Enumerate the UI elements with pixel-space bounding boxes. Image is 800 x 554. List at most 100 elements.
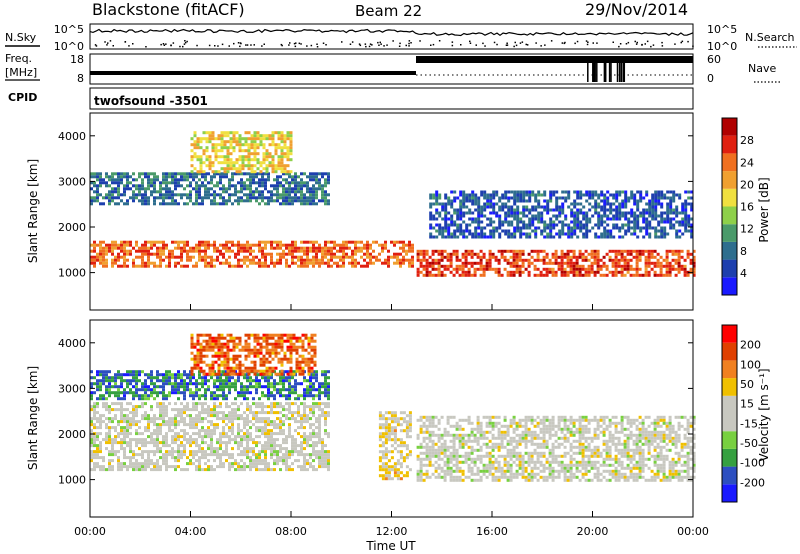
power-cell xyxy=(312,199,315,203)
power-cell xyxy=(270,255,273,259)
power-cell xyxy=(201,199,204,203)
power-cell xyxy=(289,143,293,147)
power-cell xyxy=(525,190,529,194)
power-cell xyxy=(90,202,93,206)
velocity-cell xyxy=(186,405,189,409)
power-cell xyxy=(684,202,688,206)
power-cell xyxy=(462,202,466,206)
power-cell xyxy=(186,243,189,247)
velocity-cell xyxy=(150,417,153,421)
velocity-cell xyxy=(117,450,120,454)
power-cell xyxy=(563,261,567,265)
velocity-cell xyxy=(533,430,537,434)
velocity-cell xyxy=(288,411,291,415)
velocity-cell xyxy=(312,411,315,415)
power-cell xyxy=(542,267,546,271)
power-cell xyxy=(645,211,649,215)
power-cell xyxy=(588,193,592,197)
power-cell xyxy=(531,208,535,212)
power-cell xyxy=(648,211,652,215)
power-cell xyxy=(461,261,465,265)
nsearch-dot xyxy=(300,43,302,45)
velocity-cell xyxy=(93,408,96,412)
power-cell xyxy=(117,193,120,197)
velocity-cell xyxy=(485,469,489,473)
power-cell xyxy=(437,270,441,274)
power-cell xyxy=(258,258,261,262)
power-cell xyxy=(549,232,553,236)
power-cell xyxy=(498,226,502,230)
power-cell xyxy=(480,208,484,212)
power-cell xyxy=(132,246,135,250)
power-cell xyxy=(222,252,225,256)
velocity-cell xyxy=(255,453,258,457)
power-cell xyxy=(111,172,114,176)
power-cell xyxy=(558,229,562,233)
nsearch-dot xyxy=(322,42,325,44)
power-cell xyxy=(522,211,526,215)
power-cell xyxy=(492,202,496,206)
velocity-cell xyxy=(201,438,204,442)
power-cell xyxy=(96,193,99,197)
velocity-cell xyxy=(93,468,96,472)
velocity-cell xyxy=(321,456,324,460)
velocity-cell xyxy=(156,432,159,436)
power-cell xyxy=(612,214,616,218)
velocity-cell xyxy=(192,462,195,466)
power-cell xyxy=(569,264,573,268)
velocity-cell xyxy=(150,459,153,463)
power-cell xyxy=(510,208,514,212)
power-cell xyxy=(666,202,670,206)
nsearch-label: N.Search xyxy=(745,31,795,44)
power-cell xyxy=(624,214,628,218)
power-cell xyxy=(256,134,260,138)
power-cell xyxy=(459,211,463,215)
nsearch-dot xyxy=(298,42,301,45)
velocity-cell xyxy=(222,465,225,469)
power-cell xyxy=(204,190,207,194)
power-cell xyxy=(132,190,135,194)
power-cell xyxy=(219,243,222,247)
velocity-cell xyxy=(192,417,195,421)
power-cell xyxy=(156,240,159,244)
power-cell xyxy=(123,243,126,247)
velocity-cell xyxy=(479,433,483,437)
velocity-cell xyxy=(491,475,495,479)
nsearch-dot xyxy=(650,45,652,48)
power-cell xyxy=(126,184,129,188)
power-cell xyxy=(411,243,414,247)
power-cell xyxy=(657,199,661,203)
velocity-cell xyxy=(482,442,486,446)
power-cell xyxy=(219,175,222,179)
power-cell xyxy=(531,229,535,233)
power-cell xyxy=(644,249,648,253)
power-cell xyxy=(687,202,691,206)
power-cell xyxy=(672,226,676,230)
velocity-cell xyxy=(138,465,141,469)
power-cell xyxy=(297,249,300,253)
velocity-cell xyxy=(261,411,264,415)
power-cell xyxy=(551,252,555,256)
power-cell xyxy=(240,181,243,185)
power-cell xyxy=(569,249,573,253)
power-cell xyxy=(663,196,667,200)
velocity-cell xyxy=(303,420,306,424)
velocity-cell xyxy=(509,439,513,443)
velocity-cell xyxy=(485,415,489,419)
velocity-cell xyxy=(240,414,243,418)
power-cell xyxy=(285,258,288,262)
power-cell xyxy=(422,252,426,256)
velocity-cell xyxy=(96,417,99,421)
power-cell xyxy=(213,199,216,203)
velocity-cell xyxy=(431,463,435,467)
power-cell xyxy=(306,199,309,203)
power-cell xyxy=(189,246,192,250)
velocity-cell xyxy=(237,447,240,451)
velocity-cell xyxy=(156,465,159,469)
nsearch-dot xyxy=(132,43,134,45)
velocity-cell xyxy=(542,424,546,428)
power-cell xyxy=(262,161,266,165)
power-cell xyxy=(255,243,258,247)
power-cell xyxy=(129,175,132,179)
velocity-cell xyxy=(246,405,249,409)
